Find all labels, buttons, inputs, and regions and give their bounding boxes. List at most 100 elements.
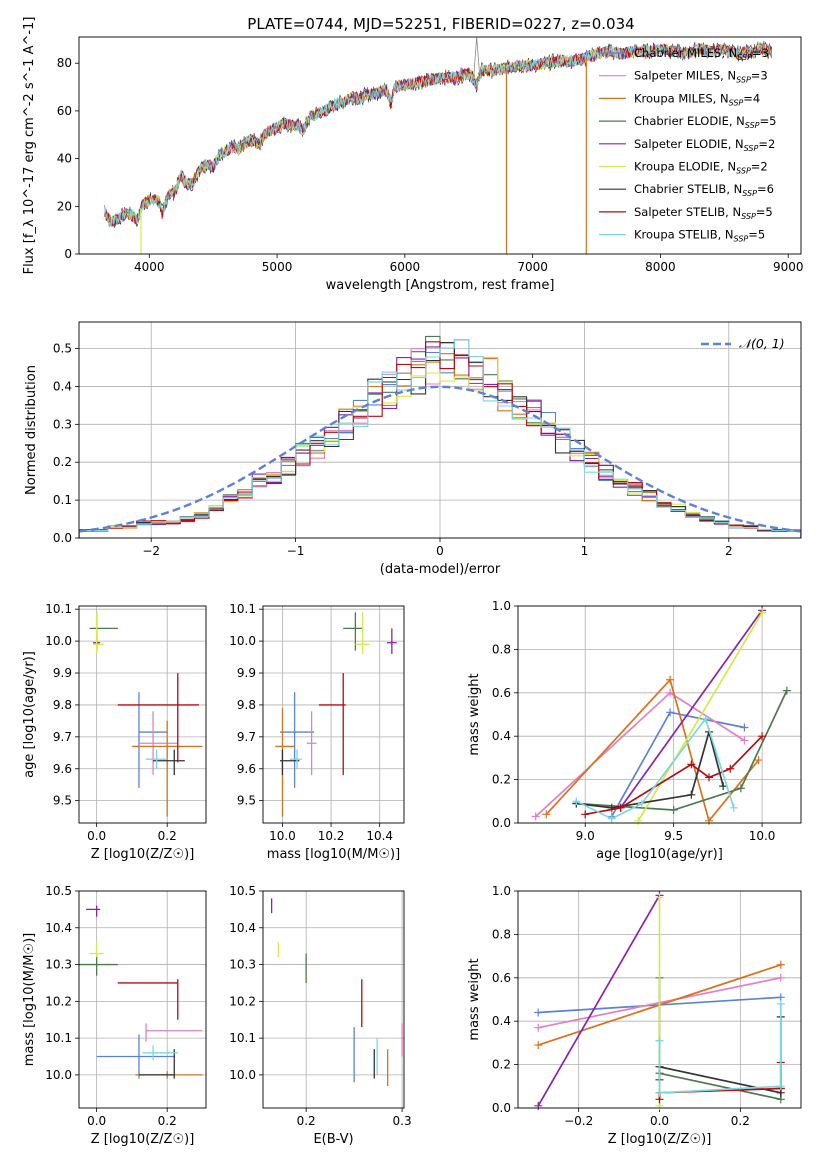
weight-marker bbox=[542, 810, 551, 819]
y-tick-label: 10.0 bbox=[45, 634, 72, 648]
y-tick-label: 40 bbox=[57, 152, 72, 166]
x-tick-label: 6000 bbox=[390, 260, 421, 274]
axes-frame bbox=[262, 605, 405, 824]
legend-label: Kroupa ELODIE, NSSP=2 bbox=[634, 160, 768, 176]
weight-marker bbox=[736, 784, 745, 793]
weight-marker bbox=[534, 1041, 543, 1050]
legend-value: =5 bbox=[760, 114, 777, 128]
legend-value: =4 bbox=[743, 91, 760, 105]
legend-label: Chabrier MILES, NSSP=3 bbox=[634, 46, 769, 62]
y-tick-label: 0.3 bbox=[53, 417, 72, 431]
weight-line-4 bbox=[619, 609, 763, 809]
legend-value: =2 bbox=[751, 160, 768, 174]
histogram-8 bbox=[79, 339, 801, 538]
x-tick-label: 0.0 bbox=[650, 1114, 669, 1128]
y-tick-label: 0.0 bbox=[492, 816, 511, 830]
weight-marker bbox=[758, 732, 767, 741]
y-tick-label: 10.0 bbox=[229, 634, 256, 648]
y-axis-label: age [log10(age/yr)] bbox=[22, 651, 37, 778]
weight-marker bbox=[669, 805, 678, 814]
legend-subscript: SSP bbox=[745, 121, 760, 130]
weight-line-8 bbox=[576, 716, 735, 820]
weight-marker bbox=[607, 803, 616, 812]
x-tick-label: −2 bbox=[142, 544, 160, 558]
errorbar-mass-age-4 bbox=[386, 628, 397, 654]
x-axis-label: Z [log10(Z/Z☉)] bbox=[608, 1132, 712, 1147]
y-tick-label: 9.9 bbox=[53, 666, 72, 680]
x-tick-label: 0.2 bbox=[158, 829, 177, 843]
y-axis-label: mass weight bbox=[467, 673, 482, 755]
weight-marker bbox=[534, 1008, 543, 1017]
y-tick-label: 9.6 bbox=[53, 762, 72, 776]
errorbar-mass-age-1 bbox=[306, 711, 317, 776]
x-tick-label: −0.2 bbox=[564, 1114, 593, 1128]
weight-marker bbox=[754, 756, 763, 765]
weight-marker bbox=[740, 723, 749, 732]
errorbar-z-mass-3 bbox=[79, 953, 118, 976]
axes-mass-age: 10.0 10.2 10.4 9.5 9.6 9.7 9.8 9.9 10.0 10.1 mass … bbox=[229, 602, 405, 862]
legend-label: Chabrier ELODIE, NSSP=5 bbox=[634, 114, 776, 130]
axes-z-mass: 0.0 0.2 10.0 10.1 10.2 10.3 10.4 10.5 Z [log10(Z… bbox=[22, 884, 207, 1147]
y-axis-label: mass [log10(M/M☉)] bbox=[22, 933, 37, 1066]
weight-line-5 bbox=[637, 612, 763, 822]
x-axis-label: (data-model)/error bbox=[380, 562, 501, 577]
y-tick-label: 0.8 bbox=[492, 642, 511, 656]
errorbar-mass-age-0 bbox=[280, 692, 315, 788]
y-tick-label: 0.1 bbox=[53, 493, 72, 507]
y-tick-label: 80 bbox=[57, 56, 72, 70]
weight-marker bbox=[666, 675, 675, 684]
legend-value: =5 bbox=[756, 205, 773, 219]
errorbar-z-age-5 bbox=[93, 612, 104, 654]
legend-subscript: SSP bbox=[729, 98, 744, 107]
errorbar-mass-age-8 bbox=[289, 749, 302, 769]
x-axis-label: wavelength [Angstrom, rest frame] bbox=[326, 278, 555, 293]
legend-subscript: SSP bbox=[744, 144, 759, 153]
y-tick-label: 0.2 bbox=[492, 1058, 511, 1072]
x-axis-label: mass [log10(M/M☉)] bbox=[267, 847, 400, 862]
axes-ebv-mass: 0.2 0.3 10.0 10.1 10.2 10.3 10.4 10.5 E(B-V) bbox=[229, 884, 411, 1147]
errorbar-mass-age-7 bbox=[318, 673, 346, 776]
y-tick-label: 0.0 bbox=[492, 1101, 511, 1115]
y-axis-label: Normed distribution bbox=[24, 365, 39, 495]
y-tick-label: 9.5 bbox=[53, 794, 72, 808]
weight-marker bbox=[705, 816, 714, 825]
weight-line-7 bbox=[585, 735, 763, 816]
legend-value: =3 bbox=[752, 46, 769, 60]
y-tick-label: 60 bbox=[57, 104, 72, 118]
weight-line-7 bbox=[658, 1062, 782, 1100]
y-tick-label: 10.1 bbox=[45, 1031, 72, 1045]
plots-layer: 4000 5000 6000 7000 8000 9000020406080wavelen… bbox=[22, 17, 803, 1147]
legend-subscript: SSP bbox=[736, 167, 751, 176]
y-tick-label: 9.5 bbox=[237, 794, 256, 808]
x-tick-label: 7000 bbox=[517, 260, 548, 274]
weight-marker bbox=[740, 736, 749, 745]
legend: Chabrier MILES, NSSP=3 Salpeter MILES, NS… bbox=[599, 46, 776, 244]
legend-subscript: SSP bbox=[734, 235, 749, 244]
weight-line-8 bbox=[658, 1003, 782, 1094]
y-tick-label: 10.5 bbox=[45, 884, 72, 898]
weight-marker bbox=[687, 790, 696, 799]
x-tick-label: −1 bbox=[287, 544, 305, 558]
x-axis-label: Z [log10(Z/Z☉)] bbox=[91, 1132, 195, 1147]
y-axis-label: mass weight bbox=[467, 958, 482, 1040]
y-tick-label: 0.8 bbox=[492, 927, 511, 941]
axes-z-age: 0.0 0.2 9.5 9.6 9.7 9.8 9.9 10.0 10.1 Z [log10(Z/… bbox=[22, 602, 207, 862]
weight-marker bbox=[666, 688, 675, 697]
legend-label: 𝒩(0, 1) bbox=[739, 336, 785, 351]
weight-marker bbox=[607, 814, 616, 823]
weight-marker bbox=[634, 816, 643, 825]
y-tick-label: 0.2 bbox=[53, 455, 72, 469]
legend-subscript: SSP bbox=[737, 53, 752, 62]
weight-marker bbox=[637, 799, 646, 808]
x-axis-label: E(B-V) bbox=[313, 1132, 353, 1147]
weight-line-2 bbox=[545, 678, 760, 823]
weight-marker bbox=[687, 760, 696, 769]
y-tick-label: 10.3 bbox=[229, 958, 256, 972]
y-tick-label: 0.6 bbox=[492, 686, 511, 700]
x-tick-label: 10.2 bbox=[318, 829, 345, 843]
weight-marker bbox=[701, 714, 710, 723]
x-axis-label: Z [log10(Z/Z☉)] bbox=[91, 847, 195, 862]
weight-marker bbox=[729, 803, 738, 812]
y-tick-label: 1.0 bbox=[492, 599, 511, 613]
x-tick-label: 8000 bbox=[645, 260, 676, 274]
